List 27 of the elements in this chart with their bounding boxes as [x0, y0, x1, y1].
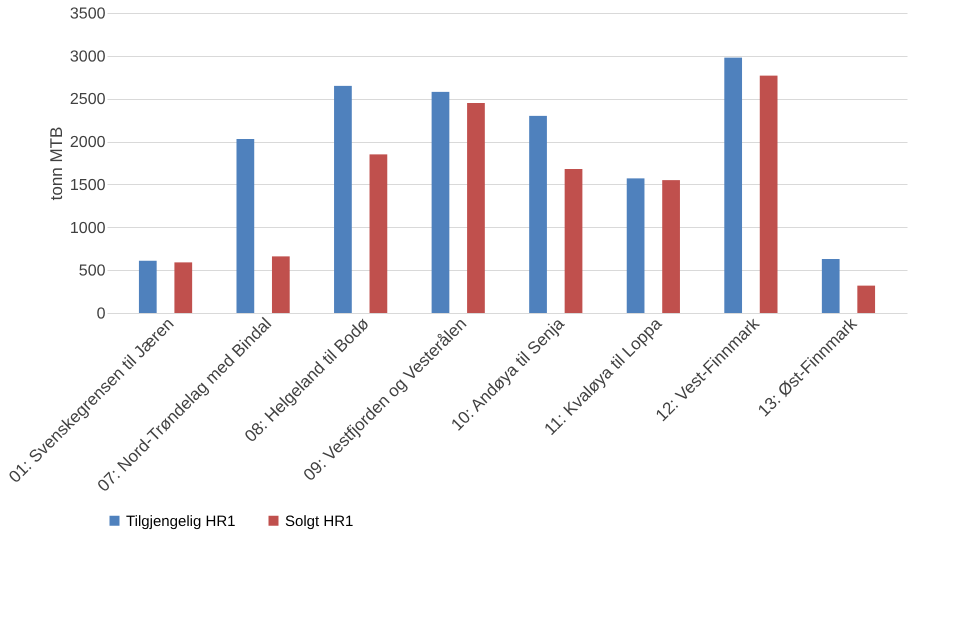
bar: [760, 76, 778, 313]
bar: [467, 103, 485, 313]
y-tick-label: 2000: [70, 134, 106, 152]
bar: [138, 260, 157, 313]
legend-label: Solgt HR1: [285, 512, 354, 530]
bar: [626, 178, 644, 313]
bar: [724, 58, 742, 313]
bar: [236, 139, 254, 313]
y-tick-label: 500: [78, 262, 106, 280]
bar: [564, 169, 582, 313]
y-tick-label: 1000: [70, 220, 106, 237]
y-axis-title: tonn MTB: [46, 126, 66, 200]
bar: [662, 180, 680, 313]
y-tick-label: 0: [96, 306, 106, 322]
bar: [272, 256, 290, 313]
legend-label: Tilgjengelig HR1: [126, 512, 236, 530]
bar: [334, 86, 352, 313]
bar: [370, 154, 388, 313]
bar: [529, 116, 547, 313]
bar: [432, 92, 450, 313]
bar: [822, 259, 840, 313]
y-tick-label: 3500: [70, 6, 106, 22]
bar: [174, 262, 192, 313]
y-tick-label: 3000: [70, 48, 106, 66]
y-tick-label: 1500: [70, 176, 106, 194]
bar: [857, 286, 876, 313]
y-tick-label: 2500: [70, 91, 106, 108]
